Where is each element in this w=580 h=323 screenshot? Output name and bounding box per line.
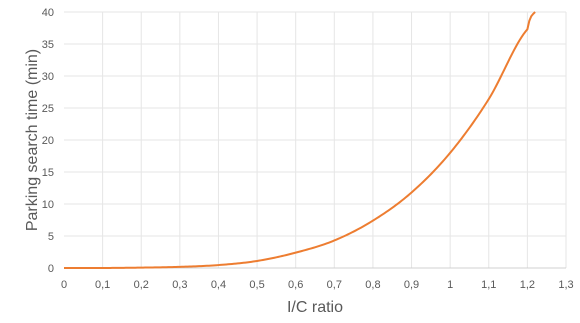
x-tick-label: 1,1	[481, 279, 496, 291]
y-tick-label: 20	[42, 135, 54, 147]
grid	[64, 12, 566, 268]
x-tick-label: 1	[447, 279, 453, 291]
y-tick-label: 10	[42, 199, 54, 211]
y-tick-label: 30	[42, 71, 54, 83]
x-tick-label: 0,3	[172, 279, 187, 291]
x-axis-title: I/C ratio	[287, 299, 343, 316]
y-tick-label: 25	[42, 103, 54, 115]
x-tick-label: 0,1	[95, 279, 110, 291]
y-axis-title: Parking search time (min)	[24, 49, 41, 231]
x-tick-label: 0	[61, 279, 67, 291]
y-tick-label: 40	[42, 7, 54, 19]
x-tick-label: 1,2	[520, 279, 535, 291]
x-tick-label: 1,3	[558, 279, 573, 291]
y-tick-label: 5	[48, 231, 54, 243]
y-tick-label: 35	[42, 39, 54, 51]
x-tick-label: 0,4	[211, 279, 226, 291]
x-tick-label: 0,7	[327, 279, 342, 291]
x-tick-label: 0,5	[249, 279, 264, 291]
x-tick-label: 0,9	[404, 279, 419, 291]
x-tick-label: 0,6	[288, 279, 303, 291]
y-tick-label: 0	[48, 263, 54, 275]
x-tick-label: 0,8	[365, 279, 380, 291]
x-tick-label: 0,2	[134, 279, 149, 291]
y-tick-label: 15	[42, 167, 54, 179]
